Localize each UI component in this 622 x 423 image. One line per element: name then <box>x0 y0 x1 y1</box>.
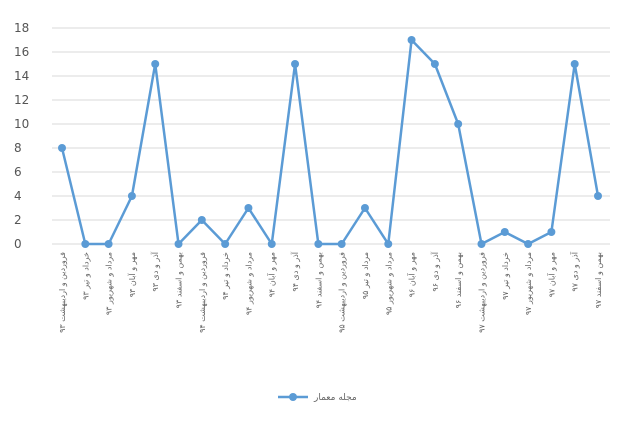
data-point <box>197 216 206 224</box>
x-tick-label: آذر و دی ۹۷ <box>570 251 580 291</box>
x-tick-label: آذر و دی ۹۳ <box>150 251 160 291</box>
data-point <box>244 204 253 212</box>
x-tick-label: فروردین و اردیبهشت ۹۵ <box>338 252 347 333</box>
data-point <box>127 192 136 200</box>
x-tick-label: مهر و آبان ۹۴ <box>267 252 277 297</box>
x-tick-label: بهمن و اسفند ۹۳ <box>175 252 184 308</box>
x-tick-label: مرداد و شهریور ۹۵ <box>384 252 393 315</box>
legend-swatch-marker <box>289 393 297 401</box>
data-point <box>407 36 416 44</box>
y-tick-label: 6 <box>14 165 22 179</box>
data-point <box>524 240 533 248</box>
x-tick-label: مهر و آبان ۹۷ <box>546 252 556 297</box>
x-tick-label: بهمن و اسفند ۹۴ <box>314 252 323 308</box>
data-point <box>81 240 90 248</box>
data-point <box>594 192 602 200</box>
x-tick-label: فروردین و اردیبهشت ۹۴ <box>198 252 207 333</box>
series-layer <box>58 36 602 248</box>
x-tick-label: مرداد و شهریور ۹۳ <box>105 252 114 315</box>
data-point <box>454 120 463 128</box>
data-point <box>384 240 393 248</box>
data-point <box>58 144 66 152</box>
y-tick-label: 4 <box>14 189 22 203</box>
data-point <box>477 240 486 248</box>
y-tick-label: 12 <box>14 93 29 107</box>
grid-lines <box>52 27 610 245</box>
y-tick-label: 2 <box>14 213 22 227</box>
y-tick-label: 18 <box>14 21 29 35</box>
x-tick-label: مهر و آبان ۹۶ <box>407 252 417 297</box>
x-tick-label: بهمن و اسفند ۹۷ <box>594 252 603 308</box>
x-tick-label: آذر و دی ۹۶ <box>430 251 440 291</box>
data-point <box>337 240 346 248</box>
x-tick-label: مهر و آبان ۹۳ <box>127 252 137 297</box>
data-point <box>104 240 113 248</box>
x-tick-label: فروردین و اردیبهشت ۹۷ <box>477 252 486 333</box>
data-point <box>291 60 300 68</box>
data-point <box>314 240 323 248</box>
y-tick-label: 10 <box>14 117 29 131</box>
data-point <box>151 60 160 68</box>
y-tick-label: 16 <box>14 45 29 59</box>
data-point <box>500 228 509 236</box>
data-point <box>570 60 579 68</box>
x-tick-label: خرداد و تیر ۹۳ <box>81 252 90 300</box>
data-point <box>430 60 439 68</box>
x-tick-label: آذر و دی ۹۴ <box>290 251 300 291</box>
legend-label: مجله معمار <box>313 393 357 403</box>
x-axis-ticks: فروردین و اردیبهشت ۹۳ خرداد و تیر ۹۳ مرداد… <box>58 251 603 333</box>
x-tick-label: مرداد و شهریور ۹۴ <box>244 252 253 315</box>
x-tick-label: خرداد و تیر ۹۷ <box>501 252 510 300</box>
y-tick-label: 8 <box>14 141 22 155</box>
x-tick-label: بهمن و اسفند ۹۶ <box>454 252 463 308</box>
data-point <box>267 240 276 248</box>
y-axis-ticks: 0 2 4 6 8 10 12 14 16 18 <box>14 21 29 251</box>
x-tick-label: فروردین و اردیبهشت ۹۳ <box>58 252 67 333</box>
y-tick-label: 0 <box>14 237 22 251</box>
data-point <box>174 240 183 248</box>
y-tick-label: 14 <box>14 69 29 83</box>
x-tick-label: مرداد و شهریور ۹۷ <box>524 252 533 315</box>
data-point <box>360 204 369 212</box>
data-point <box>547 228 556 236</box>
x-tick-label: مرداد و تیر ۹۵ <box>361 252 370 299</box>
legend: مجله معمار <box>278 393 357 403</box>
x-tick-label: خرداد و تیر ۹۴ <box>221 252 230 300</box>
data-point <box>221 240 230 248</box>
series-line <box>60 38 600 246</box>
